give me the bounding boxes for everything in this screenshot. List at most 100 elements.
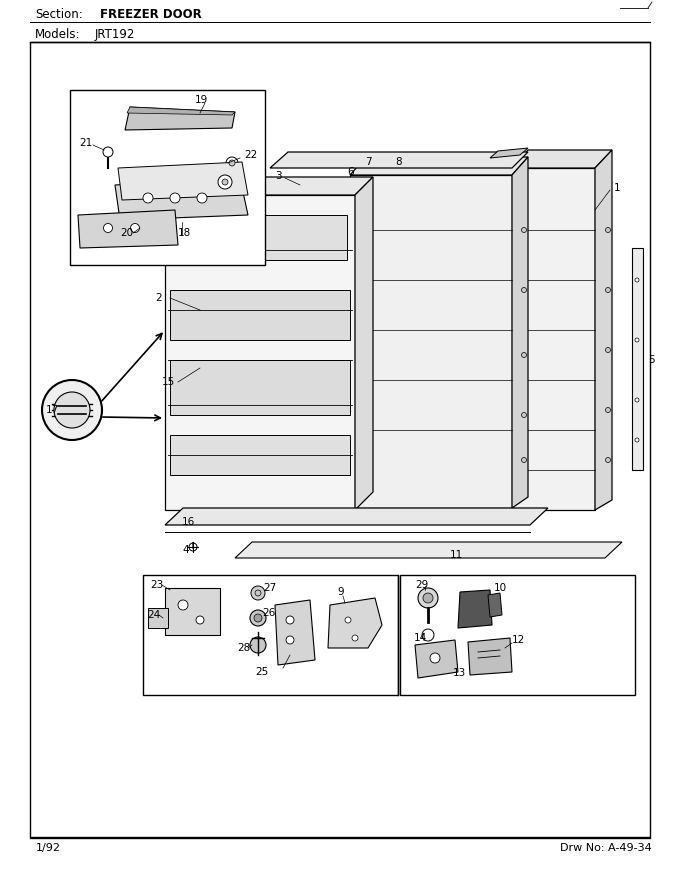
Circle shape bbox=[178, 600, 188, 610]
Polygon shape bbox=[165, 195, 355, 510]
Text: 7: 7 bbox=[365, 157, 372, 167]
Text: 26: 26 bbox=[262, 608, 275, 618]
Circle shape bbox=[635, 338, 639, 342]
Text: 27: 27 bbox=[263, 583, 276, 593]
Polygon shape bbox=[350, 175, 512, 508]
Text: 20: 20 bbox=[120, 228, 133, 238]
Text: 12: 12 bbox=[512, 635, 525, 645]
Polygon shape bbox=[328, 598, 382, 648]
Polygon shape bbox=[415, 640, 458, 678]
Circle shape bbox=[103, 147, 113, 157]
Polygon shape bbox=[170, 360, 350, 415]
Text: 19: 19 bbox=[195, 95, 208, 105]
Polygon shape bbox=[148, 608, 168, 628]
Polygon shape bbox=[165, 508, 548, 525]
Circle shape bbox=[218, 175, 232, 189]
Text: JRT192: JRT192 bbox=[95, 28, 135, 41]
Polygon shape bbox=[490, 148, 528, 158]
Text: 13: 13 bbox=[453, 668, 466, 678]
Polygon shape bbox=[270, 152, 528, 168]
Circle shape bbox=[522, 228, 526, 232]
Text: 23: 23 bbox=[150, 580, 163, 590]
Text: 21: 21 bbox=[79, 138, 92, 148]
Text: 15: 15 bbox=[162, 377, 175, 387]
Circle shape bbox=[352, 635, 358, 641]
Text: 3: 3 bbox=[275, 171, 282, 181]
Polygon shape bbox=[127, 107, 235, 115]
Polygon shape bbox=[165, 588, 220, 635]
Circle shape bbox=[345, 617, 351, 623]
Polygon shape bbox=[170, 435, 350, 475]
Circle shape bbox=[605, 457, 611, 463]
Circle shape bbox=[196, 616, 204, 624]
Circle shape bbox=[635, 398, 639, 402]
Circle shape bbox=[423, 593, 433, 603]
Circle shape bbox=[522, 457, 526, 463]
Polygon shape bbox=[632, 248, 643, 470]
Text: 18: 18 bbox=[178, 228, 191, 238]
Circle shape bbox=[255, 590, 261, 596]
Polygon shape bbox=[468, 638, 512, 675]
Circle shape bbox=[605, 228, 611, 232]
Circle shape bbox=[229, 160, 235, 166]
Polygon shape bbox=[78, 210, 178, 248]
Text: 6: 6 bbox=[347, 167, 354, 177]
Text: 2: 2 bbox=[155, 293, 162, 303]
Text: 17: 17 bbox=[46, 405, 58, 415]
Polygon shape bbox=[350, 157, 528, 175]
Circle shape bbox=[605, 347, 611, 352]
Polygon shape bbox=[458, 590, 492, 628]
Polygon shape bbox=[118, 162, 248, 200]
Bar bbox=[30, 42, 650, 837]
Circle shape bbox=[197, 193, 207, 203]
Circle shape bbox=[251, 586, 265, 600]
Polygon shape bbox=[355, 177, 373, 510]
Circle shape bbox=[250, 610, 266, 626]
Circle shape bbox=[635, 438, 639, 442]
Circle shape bbox=[222, 179, 228, 185]
Text: FREEZER DOOR: FREEZER DOOR bbox=[100, 7, 202, 20]
Text: 16: 16 bbox=[182, 517, 195, 527]
Text: 4: 4 bbox=[182, 545, 188, 555]
Text: 5: 5 bbox=[648, 355, 655, 365]
Text: 24: 24 bbox=[147, 610, 160, 620]
Text: Models:: Models: bbox=[35, 28, 80, 41]
Text: 11: 11 bbox=[450, 550, 463, 560]
Polygon shape bbox=[170, 290, 350, 340]
Circle shape bbox=[286, 636, 294, 644]
Text: Section:: Section: bbox=[35, 7, 83, 20]
Text: Drw No: A-49-34: Drw No: A-49-34 bbox=[560, 843, 651, 853]
Circle shape bbox=[286, 616, 294, 624]
Circle shape bbox=[418, 588, 438, 608]
Circle shape bbox=[605, 287, 611, 293]
Polygon shape bbox=[235, 542, 622, 558]
Text: 9: 9 bbox=[337, 587, 343, 597]
Circle shape bbox=[131, 223, 139, 232]
Circle shape bbox=[250, 637, 266, 653]
Polygon shape bbox=[175, 215, 347, 260]
Text: 25: 25 bbox=[255, 667, 268, 677]
Text: 10: 10 bbox=[494, 583, 507, 593]
Circle shape bbox=[522, 352, 526, 358]
Text: 29: 29 bbox=[415, 580, 428, 590]
Bar bbox=[70, 90, 265, 265]
Circle shape bbox=[254, 614, 262, 622]
Circle shape bbox=[42, 380, 102, 440]
Circle shape bbox=[226, 157, 238, 169]
Polygon shape bbox=[165, 177, 373, 195]
Circle shape bbox=[54, 392, 90, 428]
Bar bbox=[400, 575, 635, 695]
Bar bbox=[143, 575, 398, 695]
Circle shape bbox=[170, 193, 180, 203]
Text: 1/92: 1/92 bbox=[36, 843, 61, 853]
Polygon shape bbox=[115, 178, 248, 220]
Polygon shape bbox=[488, 593, 502, 617]
Polygon shape bbox=[275, 600, 315, 665]
Polygon shape bbox=[512, 157, 528, 508]
Polygon shape bbox=[595, 150, 612, 510]
Circle shape bbox=[522, 287, 526, 293]
Circle shape bbox=[430, 653, 440, 663]
Polygon shape bbox=[512, 168, 595, 510]
Circle shape bbox=[605, 408, 611, 412]
Circle shape bbox=[422, 629, 434, 641]
